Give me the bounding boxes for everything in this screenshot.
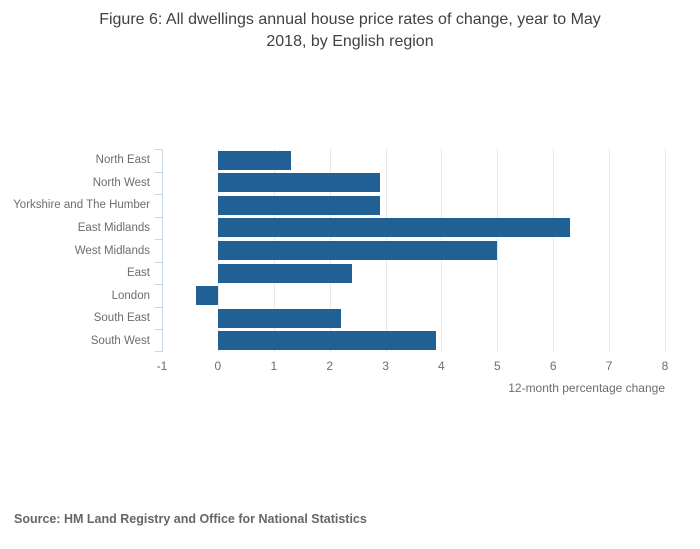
chart-title: Figure 6: All dwellings annual house pri… (99, 11, 601, 51)
y-axis-labels: North East North West Yorkshire and The Hu… (0, 149, 150, 352)
plot-area (155, 149, 666, 352)
y-axis-tick (155, 217, 162, 218)
y-axis-label-east-midlands: East Midlands (77, 221, 150, 234)
bar-east-midlands (217, 218, 570, 238)
gridline-8 (665, 149, 666, 352)
x-axis-tick-label-2: 2 (326, 359, 334, 373)
bar-south-west (217, 331, 436, 351)
x-axis-tick-label-4: 4 (438, 359, 445, 373)
y-axis-tick (155, 307, 162, 308)
source-note: Source: HM Land Registry and Office for … (14, 512, 367, 526)
gridline-6 (553, 149, 555, 352)
y-axis-tick (155, 239, 162, 240)
bar-south-east (217, 308, 341, 328)
x-axis-tick-label-5: 5 (493, 359, 501, 373)
y-axis-tick (155, 351, 162, 352)
y-axis-label-london: London (111, 289, 150, 302)
bar-west-midlands (217, 241, 498, 260)
bar-london (195, 286, 218, 306)
bar-north-west (217, 173, 380, 193)
gridline-7 (609, 149, 611, 352)
y-axis-label-west-midlands: West Midlands (74, 244, 150, 257)
x-axis-tick-label-1: 1 (270, 359, 278, 373)
x-axis-tick-label-7: 7 (605, 359, 613, 373)
x-axis-tick-label-0: 0 (214, 359, 222, 373)
x-axis-tick-label-6: 6 (549, 359, 557, 373)
x-axis-tick-labels: -1 0 1 2 3 4 5 6 7 8 (157, 359, 669, 375)
gridline-5 (497, 149, 499, 352)
x-axis-title: 12-month percentage change (508, 381, 665, 395)
x-axis-tick-label-3: 3 (382, 359, 389, 373)
y-axis-label-south-east: South East (93, 312, 150, 325)
y-axis-label-north-east: North East (95, 154, 150, 167)
y-axis-label-east: East (126, 267, 150, 280)
x-axis-tick-label-8: 8 (661, 359, 669, 373)
y-axis-label-north-west: North West (92, 176, 150, 189)
bar-north-east (217, 150, 291, 170)
y-axis-tick (155, 262, 162, 263)
y-axis-tick (155, 284, 162, 285)
x-axis-tick-label--1: -1 (156, 359, 168, 373)
y-axis-label-south-west: South West (90, 334, 150, 347)
y-axis-tick (155, 149, 162, 150)
y-axis-label-yorkshire-and-the-humber: Yorkshire and The Humber (13, 199, 150, 212)
y-axis-tick (155, 329, 162, 330)
y-axis-tick (155, 172, 162, 173)
y-axis-line (162, 149, 163, 352)
bar-east (217, 263, 352, 283)
bar-yorkshire-and-the-humber (217, 195, 380, 215)
y-axis-tick (155, 194, 162, 195)
